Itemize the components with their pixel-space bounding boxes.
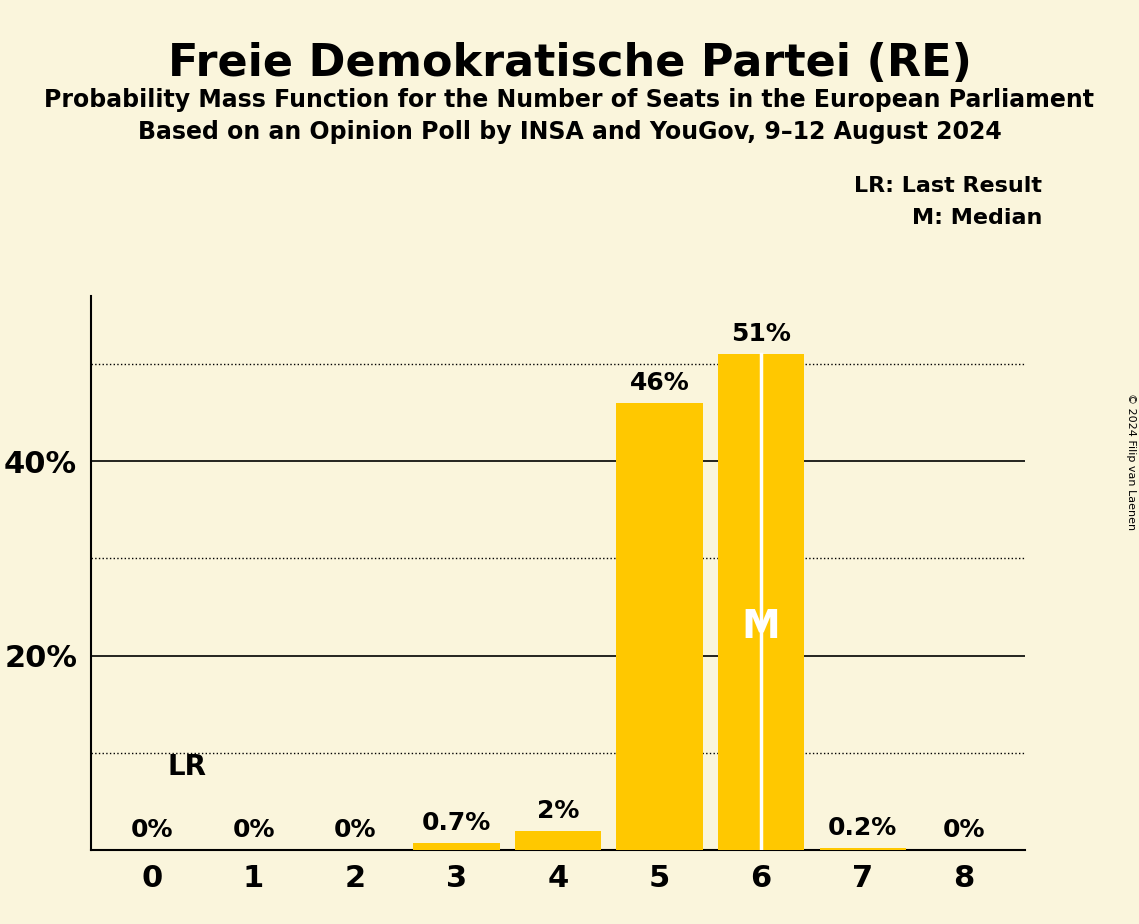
Text: 2%: 2% — [536, 799, 580, 823]
Text: Probability Mass Function for the Number of Seats in the European Parliament: Probability Mass Function for the Number… — [44, 88, 1095, 112]
Text: 0%: 0% — [943, 819, 985, 843]
Text: M: Median: M: Median — [912, 208, 1042, 228]
Text: M: M — [741, 608, 780, 646]
Text: Based on an Opinion Poll by INSA and YouGov, 9–12 August 2024: Based on an Opinion Poll by INSA and You… — [138, 120, 1001, 144]
Bar — [820, 848, 906, 850]
Text: 46%: 46% — [630, 371, 689, 395]
Text: © 2024 Filip van Laenen: © 2024 Filip van Laenen — [1126, 394, 1136, 530]
Bar — [413, 844, 500, 850]
Text: 0%: 0% — [232, 819, 274, 843]
Text: LR: LR — [167, 753, 206, 782]
Text: 51%: 51% — [731, 322, 792, 346]
Bar — [515, 831, 601, 850]
Text: 0.2%: 0.2% — [828, 816, 898, 840]
Text: 0%: 0% — [334, 819, 376, 843]
Text: LR: Last Result: LR: Last Result — [854, 176, 1042, 196]
Text: Freie Demokratische Partei (RE): Freie Demokratische Partei (RE) — [167, 42, 972, 85]
Text: 0.7%: 0.7% — [421, 811, 491, 835]
Bar — [718, 354, 804, 850]
Text: 0%: 0% — [131, 819, 173, 843]
Bar — [616, 403, 703, 850]
